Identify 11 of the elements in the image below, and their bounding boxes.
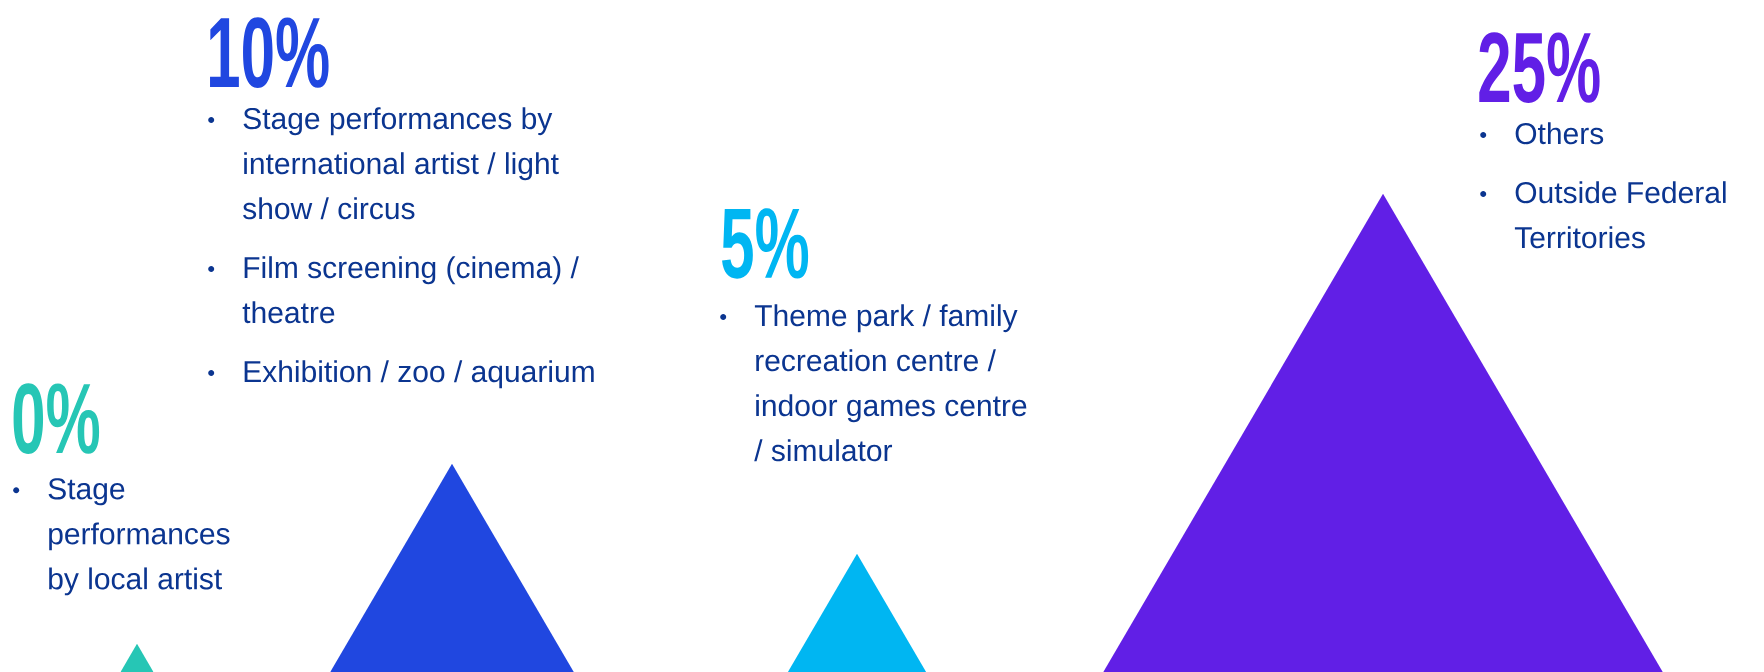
category-label: Others bbox=[1515, 122, 1604, 145]
text: Outside Federal Territories bbox=[1514, 181, 1726, 249]
category-label: Stage performances by local artist bbox=[48, 478, 230, 596]
text: Exhibition / zoo / aquarium bbox=[244, 360, 594, 389]
category-label: Theme park / family recreation centre / indoor games centre / simulator bbox=[754, 304, 1027, 462]
category-label: Stage performances by international artist / light show / circus bbox=[243, 107, 559, 220]
data-label: 0% bbox=[13, 383, 100, 454]
data-label: 25% bbox=[1479, 32, 1600, 103]
data-label: 10% bbox=[210, 17, 329, 88]
data-label: 5% bbox=[722, 208, 809, 279]
text: Film screening (cinema) / theatre bbox=[242, 256, 579, 324]
